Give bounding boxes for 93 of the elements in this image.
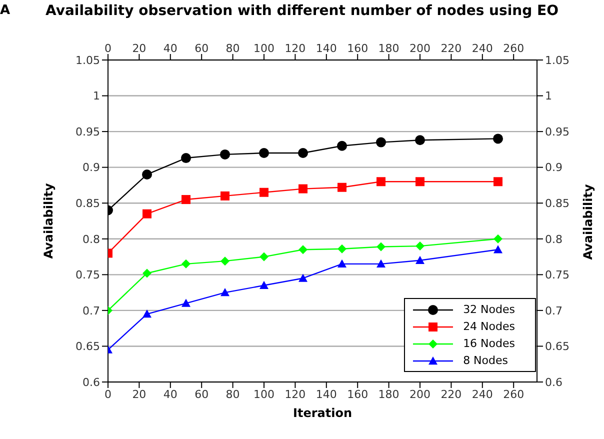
x-tick-label: 20 <box>132 42 146 55</box>
point <box>376 242 386 252</box>
x-tick-label: 40 <box>163 42 178 55</box>
x-axis-title: Iteration <box>293 406 352 420</box>
x2-tick-label: 140 <box>316 388 337 401</box>
point <box>142 169 152 180</box>
x2-tick-label: 200 <box>410 388 430 401</box>
point <box>182 259 190 268</box>
y2-tick-label: 0.85 <box>545 197 570 210</box>
x-tick-label: 60 <box>194 42 209 55</box>
y-tick-label: 0.75 <box>76 268 100 282</box>
chart-title: Availability observation with different number of nodes using EO <box>46 3 558 19</box>
legend-label: 32 Nodes <box>463 303 515 316</box>
x2-tick-label: 240 <box>472 388 493 401</box>
point <box>376 177 386 186</box>
point <box>298 148 308 158</box>
y2-axis-title: Availability <box>581 184 595 260</box>
point <box>494 234 502 244</box>
x2-tick-label: 120 <box>284 388 306 401</box>
y2-tick-label: 0.95 <box>545 125 570 138</box>
point <box>338 259 346 268</box>
x-tick-label: 180 <box>378 42 400 55</box>
point <box>416 177 424 186</box>
y2-tick-label: 0.6 <box>545 376 562 389</box>
point <box>182 195 190 204</box>
y-tick-label: 0.65 <box>76 340 100 354</box>
point <box>259 148 269 158</box>
x-tick-label: 140 <box>316 42 337 55</box>
point <box>493 134 503 144</box>
x2-tick-label: 220 <box>440 388 462 401</box>
y-tick-label: 0.9 <box>82 161 100 174</box>
y2-tick-label: 0.9 <box>545 161 562 174</box>
point <box>260 188 268 197</box>
point <box>260 280 268 289</box>
y-tick-label: 0.8 <box>82 232 100 246</box>
point <box>220 256 230 266</box>
point <box>142 268 152 278</box>
point <box>298 184 308 194</box>
point <box>181 153 191 164</box>
point <box>298 245 308 254</box>
point <box>338 244 346 254</box>
x-tick-label: 80 <box>226 42 240 55</box>
y2-tick-label: 0.65 <box>545 340 570 354</box>
x2-tick-label: 60 <box>194 388 209 401</box>
x2-tick-label: 80 <box>226 388 240 401</box>
point <box>376 137 386 148</box>
point <box>494 177 502 186</box>
point <box>337 140 347 151</box>
y2-tick-label: 1 <box>545 90 552 103</box>
x-tick-label: 260 <box>503 42 524 55</box>
x-tick-label: 240 <box>472 42 493 55</box>
y2-tick-label: 1.05 <box>545 54 570 67</box>
x2-tick-label: 0 <box>104 388 112 401</box>
text: A <box>0 3 10 18</box>
x2-tick-label: 260 <box>503 388 524 401</box>
point <box>142 310 152 318</box>
y-tick-label: 1 <box>93 90 100 103</box>
point <box>182 298 190 307</box>
y2-tick-label: 0.8 <box>545 232 562 246</box>
point <box>142 209 152 218</box>
legend-label: 16 Nodes <box>463 337 515 350</box>
point <box>220 149 230 160</box>
y-tick-label: 0.7 <box>82 304 100 318</box>
y-tick-label: 1.05 <box>76 54 100 67</box>
y2-tick-label: 0.75 <box>545 268 570 282</box>
point <box>338 182 346 192</box>
x-tick-label: 220 <box>440 42 462 55</box>
point <box>416 242 424 251</box>
point <box>494 245 502 254</box>
y-tick-label: 0.95 <box>76 125 100 138</box>
legend-label: 8 Nodes <box>463 354 508 367</box>
y2-tick-label: 0.7 <box>545 304 562 318</box>
x-tick-label: 160 <box>347 42 368 55</box>
x2-tick-label: 20 <box>132 388 146 401</box>
x-tick-label: 120 <box>284 42 306 55</box>
point <box>220 191 230 200</box>
point <box>376 259 386 268</box>
y-tick-label: 0.85 <box>76 197 100 210</box>
x-tick-label: 200 <box>410 42 430 55</box>
y-tick-label: 0.6 <box>82 376 100 389</box>
x2-tick-label: 160 <box>347 388 368 401</box>
point <box>416 256 424 264</box>
y-axis-title: Availability <box>41 183 56 259</box>
point <box>260 252 268 262</box>
x-tick-label: 0 <box>104 42 112 55</box>
legend-label: 24 Nodes <box>463 320 515 333</box>
x-tick-label: 100 <box>254 42 274 55</box>
point <box>415 135 425 146</box>
point <box>220 288 230 296</box>
x2-tick-label: 180 <box>378 388 400 401</box>
point <box>298 274 308 282</box>
x2-tick-label: 40 <box>163 388 178 401</box>
x2-tick-label: 100 <box>254 388 274 401</box>
